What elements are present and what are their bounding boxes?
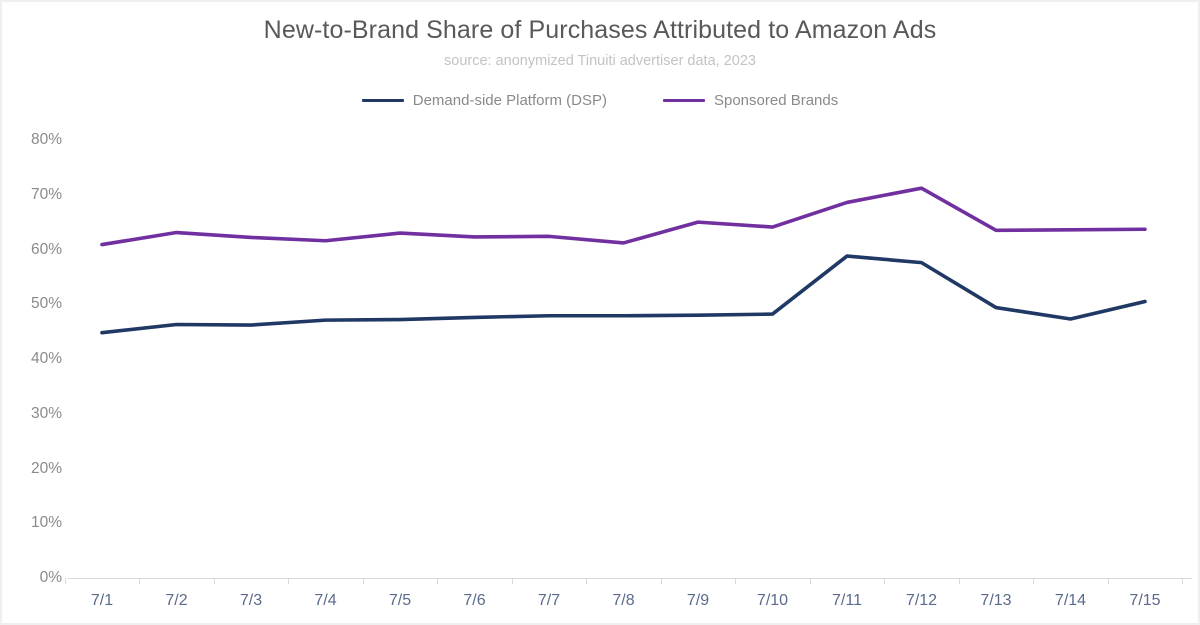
y-axis-tick-label: 80% (30, 131, 62, 148)
y-axis-tick-label: 20% (30, 459, 62, 477)
chart-title: New-to-Brand Share of Purchases Attribut… (263, 16, 937, 44)
y-axis-tick-label: 70% (30, 185, 62, 203)
x-axis-line (68, 578, 1192, 579)
series-line (100, 186, 1147, 247)
x-axis-tick-label: 7/3 (239, 592, 263, 609)
x-axis-tick-label: 7/10 (756, 592, 789, 609)
chart-legend: Demand-side Platform (DSP) Sponsored Bra… (0, 92, 1200, 109)
y-axis: 0% 10% 20% 30% 40% 50% 60% 70% 80% (0, 0, 62, 625)
x-axis-tick-label: 7/8 (612, 592, 635, 609)
x-axis-tickmark (288, 578, 290, 584)
x-axis-tickmark (139, 578, 141, 584)
x-axis-tick-label: 7/2 (165, 592, 188, 609)
x-axis-tickmark (213, 578, 215, 584)
legend-label-sponsored-brands: Sponsored Brands (713, 92, 839, 109)
frame-border-left (0, 0, 2, 625)
x-axis-tick-label: 7/9 (686, 592, 710, 609)
y-axis-tick-label: 30% (30, 404, 62, 422)
x-axis-tick-label: 7/14 (1054, 592, 1087, 609)
x-axis-tick-label: 7/5 (388, 592, 412, 609)
x-axis-tick-label: 7/1 (90, 592, 114, 609)
x-axis-tickmark (1033, 578, 1035, 584)
x-axis-tickmark (1182, 578, 1184, 584)
x-axis-tick-label: 7/13 (980, 592, 1012, 609)
x-axis-tickmark (660, 578, 662, 584)
x-axis-tickmark (64, 578, 66, 584)
frame-border-bottom (0, 623, 1200, 625)
y-axis-tick-label: 60% (30, 240, 62, 258)
x-axis-tickmark (437, 578, 439, 584)
y-axis-tick-label: 50% (30, 295, 62, 313)
x-axis-tickmark (1107, 578, 1109, 584)
legend-item-dsp[interactable]: Demand-side Platform (DSP) (361, 92, 607, 109)
series-line (100, 254, 1147, 335)
x-axis-tickmark (362, 578, 364, 584)
legend-swatch-dsp (361, 98, 404, 103)
x-axis-tick-label: 7/12 (905, 592, 938, 609)
x-axis-tickmark (586, 578, 588, 584)
chart-subtitle: source: anonymized Tinuiti advertiser da… (444, 53, 756, 69)
legend-item-sponsored-brands[interactable]: Sponsored Brands (662, 92, 839, 109)
x-axis-tick-label: 7/7 (537, 592, 561, 609)
x-axis-tickmark (735, 578, 737, 584)
x-axis-tick-label: 7/11 (832, 592, 862, 609)
x-axis-tick-label: 7/15 (1129, 592, 1161, 609)
x-axis-tick-label: 7/4 (314, 592, 337, 609)
x-axis-tickmark (511, 578, 513, 584)
legend-swatch-sponsored-brands (662, 98, 705, 103)
y-axis-tick-label: 40% (30, 350, 62, 367)
frame-border-top (0, 0, 1200, 2)
x-axis-tickmark (958, 578, 960, 584)
x-axis-tickmark (884, 578, 886, 584)
frame-border-right (1198, 0, 1200, 625)
x-axis-tick-label: 7/6 (463, 592, 486, 609)
y-axis-tick-label: 10% (30, 514, 62, 532)
x-axis-tickmark (809, 578, 811, 584)
legend-label-dsp: Demand-side Platform (DSP) (412, 92, 607, 109)
y-axis-tick-label: 0% (39, 569, 62, 586)
